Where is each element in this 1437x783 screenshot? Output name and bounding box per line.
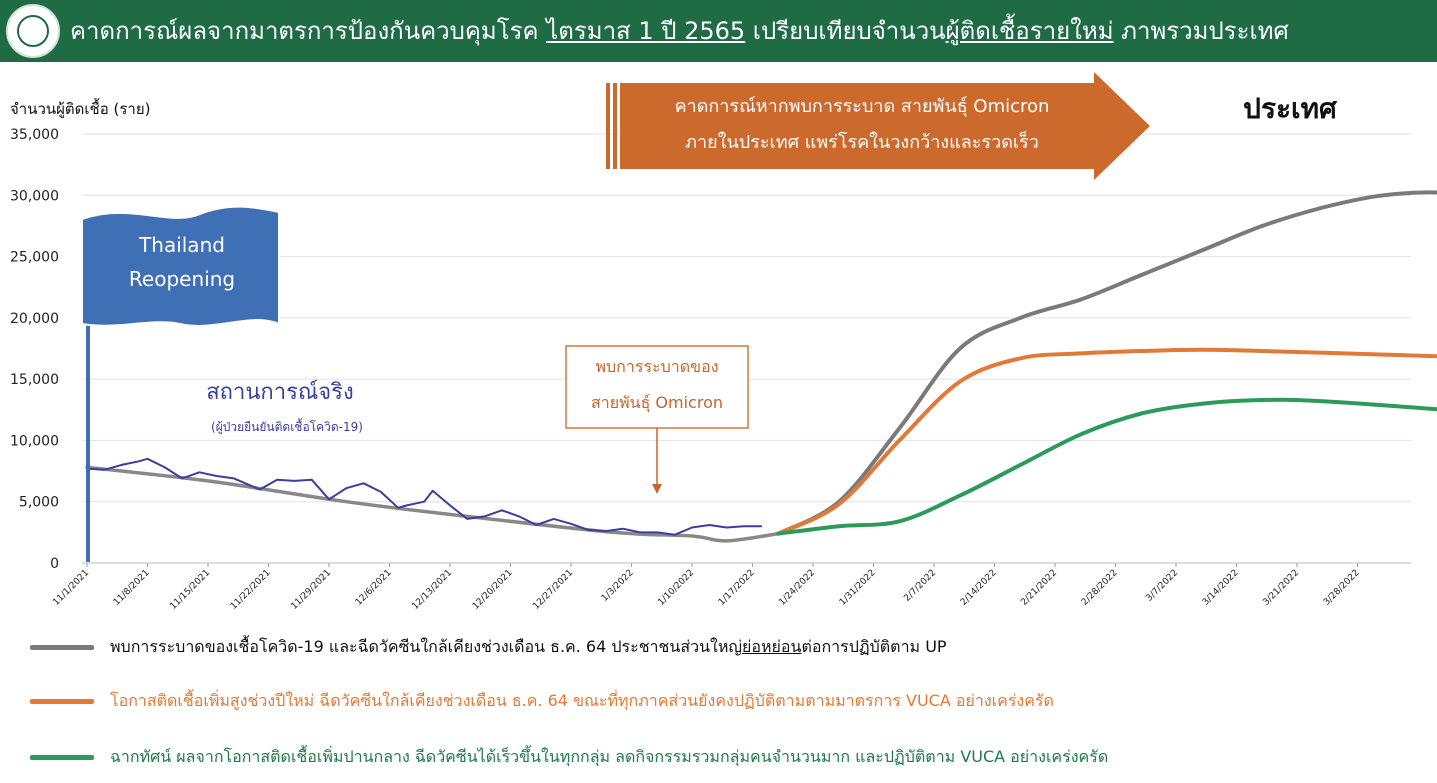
flag-text-line-1: Thailand <box>138 233 225 257</box>
series-line-2 <box>776 190 1437 536</box>
page-title: คาดการณ์ผลจากมาตรการป้องกันควบคุมโรค ไตร… <box>70 17 1289 45</box>
arrow-stripe-2 <box>613 83 617 169</box>
y-tick-label: 0 <box>50 556 59 572</box>
x-tick-label: 11/15/2021 <box>168 568 212 612</box>
series-line-4 <box>776 397 1437 536</box>
y-axis-label: จำนวนผู้ติดเชื้อ (ราย) <box>10 98 150 118</box>
chart: 35,000 30,000 25,000 20,000 15,000 10,000 5,00… <box>10 72 1437 612</box>
x-tick-label: 12/27/2021 <box>531 568 575 612</box>
actual-situation-sublabel: (ผู้ป่วยยืนยันติดเชื้อโควิด-19) <box>211 418 363 435</box>
legend-label: ฉากทัศน์ ผลจากโอกาสติดเชื้อเพิ่มปานกลาง … <box>110 747 1109 766</box>
x-tick-label: 12/6/2021 <box>354 568 394 608</box>
x-tick-label: 11/22/2021 <box>229 568 273 612</box>
x-tick-label: 1/17/2022 <box>717 568 757 608</box>
legend-item-moderate: ฉากทัศน์ ผลจากโอกาสติดเชื้อเพิ่มปานกลาง … <box>0 742 1437 772</box>
y-tick-label: 5,000 <box>19 495 59 511</box>
omicron-box-line-1: พบการระบาดของ <box>595 357 718 376</box>
x-tick-label: 11/8/2021 <box>112 568 152 608</box>
x-tick-label: 11/29/2021 <box>289 568 333 612</box>
legend-swatch <box>30 699 94 704</box>
header-bar: คาดการณ์ผลจากมาตรการป้องกันควบคุมโรค ไตร… <box>0 0 1437 62</box>
x-tick-label: 1/3/2022 <box>600 568 636 604</box>
legend-label: โอกาสติดเชื้อเพิ่มสูงช่วงปีใหม่ ฉีดวัคซี… <box>110 691 1054 710</box>
y-tick-label: 10,000 <box>10 433 59 449</box>
x-tick-label: 3/14/2022 <box>1201 568 1241 608</box>
x-tick-label: 12/20/2021 <box>471 568 515 612</box>
y-tick-label: 35,000 <box>10 127 59 143</box>
legend-item-vuca: โอกาสติดเชื้อเพิ่มสูงช่วงปีใหม่ ฉีดวัคซี… <box>0 686 1437 716</box>
legend-swatch <box>30 645 94 650</box>
y-tick-label: 20,000 <box>10 311 59 327</box>
x-tick-label: 12/13/2021 <box>410 568 454 612</box>
omicron-arrow-head <box>652 484 662 494</box>
x-tick-label: 1/24/2022 <box>777 568 817 608</box>
x-tick-label: 2/14/2022 <box>959 568 999 608</box>
y-tick-label: 15,000 <box>10 372 59 388</box>
x-tick-label: 1/31/2022 <box>838 568 878 608</box>
omicron-box <box>565 345 749 429</box>
x-tick-label: 2/21/2022 <box>1019 568 1059 608</box>
legend-swatch <box>30 755 94 760</box>
forecast-arrow-line-1: คาดการณ์หากพบการระบาด สายพันธุ์ Omicron <box>675 96 1050 117</box>
series-line-1 <box>85 465 781 543</box>
x-tick-label: 11/1/2021 <box>51 568 91 608</box>
x-tick-label: 3/7/2022 <box>1144 568 1180 604</box>
series-line-0 <box>86 457 763 536</box>
forecast-arrow-line-2: ภายในประเทศ แพร่โรคในวงกว้างและรวดเร็ว <box>685 130 1039 153</box>
arrow-stripe-1 <box>606 83 610 169</box>
legend-item-up: พบการระบาดของเชื้อโควิด-19 และฉีดวัคซีนใ… <box>0 632 1437 662</box>
forecast-arrow <box>620 72 1150 180</box>
series-line-3 <box>776 347 1437 536</box>
flag-text-line-2: Reopening <box>129 267 235 291</box>
x-tick-label: 2/28/2022 <box>1080 568 1120 608</box>
country-label: ประเทศ <box>1243 92 1338 125</box>
y-tick-label: 30,000 <box>10 188 59 204</box>
reopening-flag <box>81 205 280 327</box>
x-tick-label: 3/28/2022 <box>1322 568 1362 608</box>
omicron-box-line-2: สายพันธุ์ Omicron <box>591 393 723 413</box>
x-tick-label: 3/21/2022 <box>1261 568 1301 608</box>
x-tick-label: 2/7/2022 <box>902 568 938 604</box>
ministry-logo-icon <box>6 4 60 58</box>
legend-label: พบการระบาดของเชื้อโควิด-19 และฉีดวัคซีนใ… <box>110 637 947 656</box>
y-tick-label: 25,000 <box>10 250 59 266</box>
x-tick-label: 1/10/2022 <box>656 568 696 608</box>
actual-situation-label: สถานการณ์จริง <box>206 380 354 405</box>
